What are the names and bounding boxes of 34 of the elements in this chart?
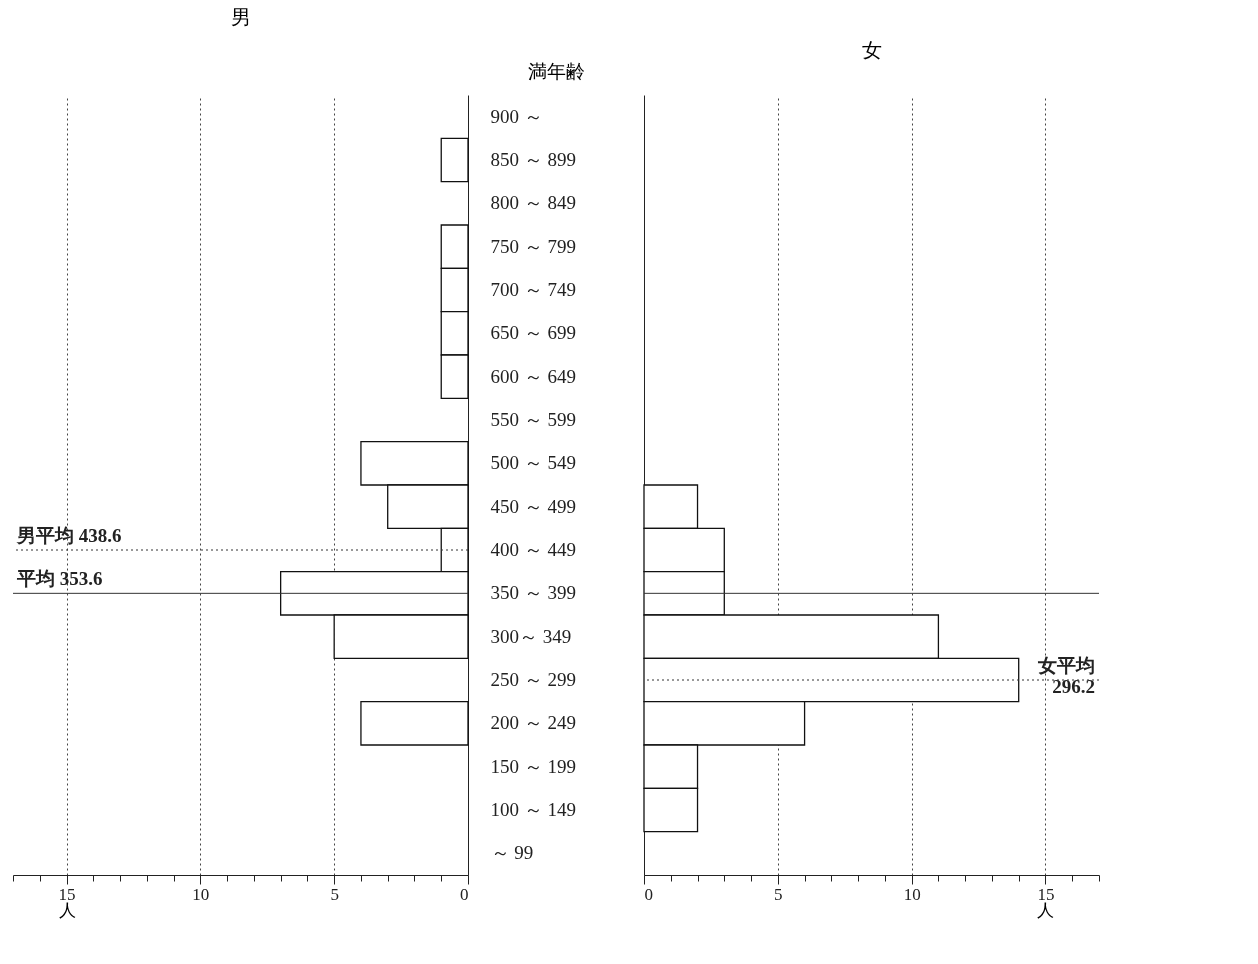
x-axis-title: 人: [58, 900, 76, 920]
y-tick-label: 750 ～ 799: [490, 235, 576, 257]
y-tick-label: ～ 99: [490, 842, 534, 864]
ref-line-label: 女平均 296.2: [1037, 655, 1095, 697]
y-tick-label: 150 ～ 199: [490, 755, 576, 777]
x-tick-label: 10: [192, 884, 210, 904]
chart-title: 男: [230, 6, 251, 28]
x-tick-label: 5: [774, 884, 783, 904]
y-tick-label: 850 ～ 899: [490, 149, 576, 170]
y-tick-label: 350 ～ 399: [490, 582, 576, 604]
y-tick-label: 700 ～ 749: [490, 279, 576, 300]
y-tick-label: 400 ～ 449: [490, 539, 576, 560]
x-axis-title: 人: [1037, 900, 1055, 920]
y-tick-label: 200 ～ 249: [490, 712, 576, 734]
y-tick-label: 650 ～ 699: [490, 322, 576, 344]
y-axis-title: 満年齢: [528, 60, 585, 82]
y-tick-label: 900 ～: [490, 105, 543, 127]
ref-line-label: 男平均 438.6: [16, 525, 122, 546]
y-tick-label: 600 ～ 649: [490, 365, 576, 387]
x-tick-label: 10: [903, 884, 921, 904]
chart-title: 女: [861, 39, 882, 61]
y-tick-label: 300～ 349: [490, 625, 572, 647]
x-tick-label: 0: [644, 884, 653, 904]
y-tick-label: 800 ～ 849: [490, 192, 576, 214]
y-tick-label: 250 ～ 299: [490, 669, 576, 690]
bar: [360, 701, 469, 746]
y-tick-label: 500 ～ 549: [490, 452, 576, 474]
ref-line-label: 平均 353.6: [16, 568, 103, 590]
y-tick-label: 100 ～ 149: [490, 799, 576, 820]
y-tick-label: 550 ～ 599: [490, 409, 576, 430]
bar: [440, 137, 469, 183]
y-tick-label: 450 ～ 499: [490, 495, 576, 517]
x-tick-label: 5: [330, 884, 339, 904]
x-tick-label: 0: [460, 884, 469, 904]
